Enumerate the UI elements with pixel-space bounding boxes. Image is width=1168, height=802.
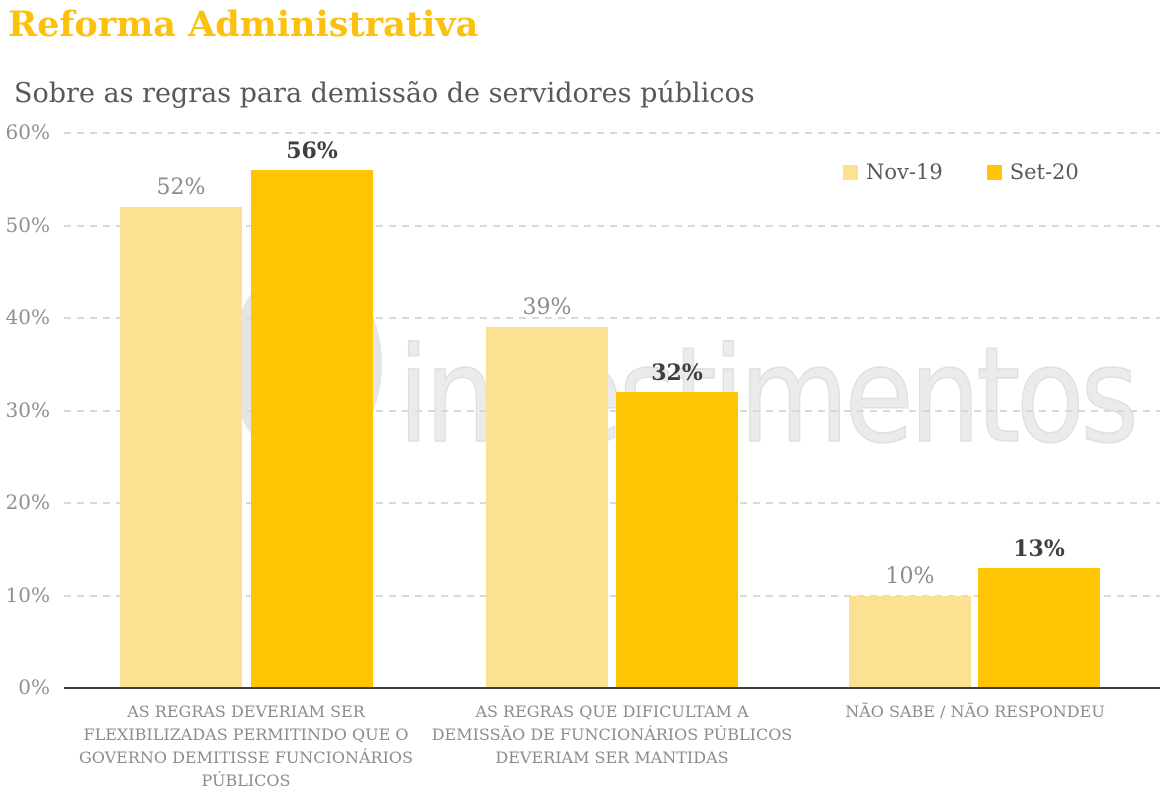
legend-item: Set-20: [986, 160, 1079, 184]
bar-set-20: [616, 392, 738, 688]
legend: Nov-19 Set-20: [843, 160, 1079, 184]
legend-swatch: [843, 164, 858, 180]
gridline: [64, 409, 1160, 412]
category-label: AS REGRAS DEVERIAM SER FLEXIBILIZADAS PE…: [79, 702, 413, 790]
bar-value-label: 52%: [156, 175, 206, 200]
bar-value-label: 56%: [286, 138, 338, 164]
y-axis-tick-label: 10%: [5, 582, 50, 607]
bar-nov-19: [849, 595, 971, 688]
gridline: [64, 594, 1160, 597]
legend-item: Nov-19: [843, 160, 943, 184]
gridline: [64, 502, 1160, 504]
category-label: NÃO SABE / NÃO RESPONDEU: [845, 702, 1105, 721]
legend-swatch: [986, 164, 1002, 180]
chart-subtitle: Sobre as regras para demissão de servido…: [14, 78, 755, 109]
bar-value-label: 10%: [885, 563, 935, 589]
bar-set-20: [978, 567, 1100, 688]
bar-value-label: 32%: [651, 360, 703, 386]
y-axis-tick-label: 20%: [5, 490, 50, 514]
legend-label: Set-20: [1009, 160, 1079, 184]
y-axis-tick-label: 60%: [5, 120, 50, 144]
y-axis-tick-label: 30%: [5, 397, 50, 422]
gridline: [64, 224, 1160, 227]
page-title: Reforma Administrativa: [8, 4, 479, 45]
y-axis-tick-label: 40%: [5, 305, 50, 329]
y-axis-tick-label: 50%: [5, 212, 50, 237]
x-axis-line: [64, 687, 1160, 689]
bar-nov-19: [120, 207, 242, 688]
y-axis-tick-label: 0%: [18, 675, 50, 699]
gridline: [64, 317, 1160, 319]
category-label: AS REGRAS QUE DIFICULTAM A DEMISSÃO DE F…: [431, 702, 793, 767]
bar-value-label: 39%: [522, 295, 572, 321]
bar-value-label: 13%: [1013, 535, 1065, 562]
bar-set-20: [251, 170, 373, 688]
gridline: [64, 132, 1160, 134]
bar-nov-19: [486, 327, 608, 688]
legend-label: Nov-19: [866, 160, 943, 184]
